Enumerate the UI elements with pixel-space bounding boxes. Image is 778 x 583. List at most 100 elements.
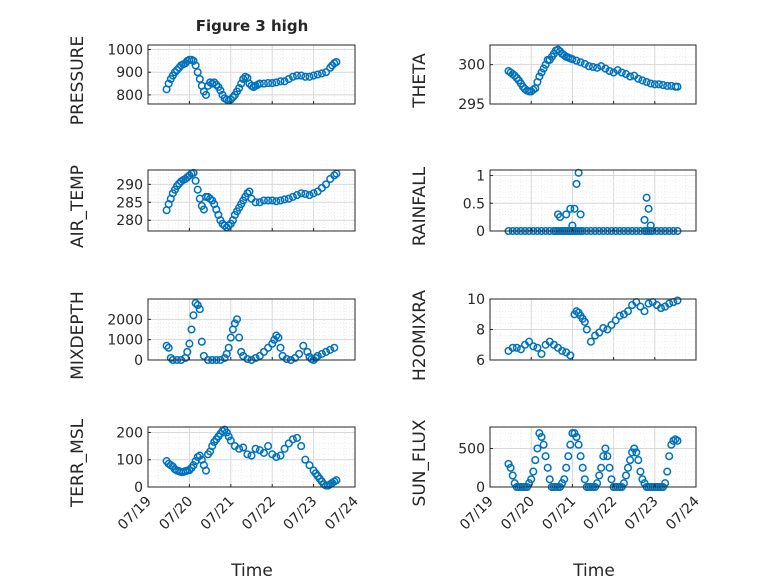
data-point <box>195 451 204 460</box>
data-point <box>189 311 198 320</box>
data-point <box>230 319 239 328</box>
data-point <box>615 311 624 320</box>
data-point <box>595 328 604 337</box>
data-point <box>239 74 248 84</box>
x-tick-label: 07/21 <box>198 494 238 534</box>
data-point <box>317 349 326 358</box>
data-point <box>226 436 235 445</box>
data-point <box>644 204 653 213</box>
data-point <box>533 444 542 453</box>
subplot-rainfall: 0 0.5 1 RAINFALL <box>410 166 697 246</box>
y-axis-label: MIXDEPTH <box>68 291 88 380</box>
data-point <box>288 435 297 444</box>
data-point <box>640 307 649 316</box>
data-point <box>272 452 281 462</box>
data-point <box>305 191 314 200</box>
data-point <box>282 354 291 364</box>
y-tick-label: 1000 <box>107 43 143 59</box>
y-tick-label: 200 <box>116 425 143 441</box>
y-tick-label: 1000 <box>107 333 143 349</box>
data-point <box>268 339 277 348</box>
data-point <box>295 349 304 358</box>
data-point <box>276 77 285 86</box>
axes-box <box>147 169 356 232</box>
data-point <box>537 432 546 442</box>
series-points <box>162 55 341 105</box>
data-point <box>508 343 517 352</box>
y-tick-label: 300 <box>458 58 485 74</box>
y-tick-label: 280 <box>116 213 143 229</box>
y-tick-label: 295 <box>458 97 485 113</box>
y-axis-label: AIR_TEMP <box>68 165 88 248</box>
data-point <box>305 72 314 81</box>
data-point <box>630 444 639 453</box>
data-point <box>276 451 285 460</box>
x-tick-label: 07/19 <box>457 494 497 534</box>
y-axis-label: PRESSURE <box>68 36 88 125</box>
y-tick-label: 1 <box>476 169 485 185</box>
data-point <box>259 79 268 88</box>
data-point <box>201 466 211 475</box>
figure-title: Figure 3 high <box>196 17 309 35</box>
data-point <box>297 189 306 198</box>
data-point <box>270 335 279 344</box>
data-point <box>321 180 331 189</box>
data-point <box>191 176 200 185</box>
x-tick-label: 07/19 <box>115 494 155 534</box>
data-point <box>321 347 331 356</box>
series-points <box>162 425 341 490</box>
data-point <box>228 93 237 102</box>
data-point <box>210 78 219 87</box>
data-point <box>603 325 612 334</box>
data-point <box>259 347 268 356</box>
data-point <box>644 299 653 308</box>
data-point <box>301 455 310 464</box>
data-point <box>212 80 221 89</box>
data-point <box>613 66 622 75</box>
data-point <box>313 351 322 360</box>
data-point <box>284 439 293 448</box>
data-point <box>284 194 293 203</box>
data-point <box>326 345 335 354</box>
data-point <box>247 451 256 460</box>
y-axis-label: SUN_FLUX <box>410 419 430 506</box>
axes-box <box>147 426 356 488</box>
data-point <box>226 333 235 342</box>
data-point <box>595 471 604 480</box>
data-point <box>292 433 302 442</box>
data-point <box>566 204 575 213</box>
data-point <box>243 450 252 459</box>
data-point <box>597 463 606 472</box>
y-tick-label: 0 <box>134 480 143 496</box>
data-point <box>654 80 663 89</box>
grid <box>147 426 356 488</box>
data-point <box>609 68 618 77</box>
data-point <box>309 189 318 198</box>
data-point <box>284 74 293 84</box>
data-point <box>582 325 591 334</box>
data-point <box>280 195 289 204</box>
data-point <box>593 63 602 72</box>
data-point <box>297 71 306 80</box>
data-point <box>292 71 302 80</box>
data-point <box>634 456 643 465</box>
data-point <box>268 196 277 205</box>
data-point <box>321 68 331 77</box>
data-point <box>195 305 204 314</box>
data-point <box>558 346 567 355</box>
data-point <box>566 351 575 360</box>
data-point <box>264 196 273 205</box>
data-point <box>508 471 517 480</box>
data-point <box>632 448 641 457</box>
x-tick-label: 07/23 <box>281 494 321 534</box>
y-tick-label: 2000 <box>107 312 143 328</box>
data-point <box>562 210 571 219</box>
data-point <box>574 440 583 449</box>
data-point <box>189 461 198 470</box>
data-point <box>642 77 651 87</box>
data-point <box>539 64 548 73</box>
data-point <box>311 353 320 363</box>
data-point <box>237 79 246 88</box>
data-point <box>636 302 645 311</box>
